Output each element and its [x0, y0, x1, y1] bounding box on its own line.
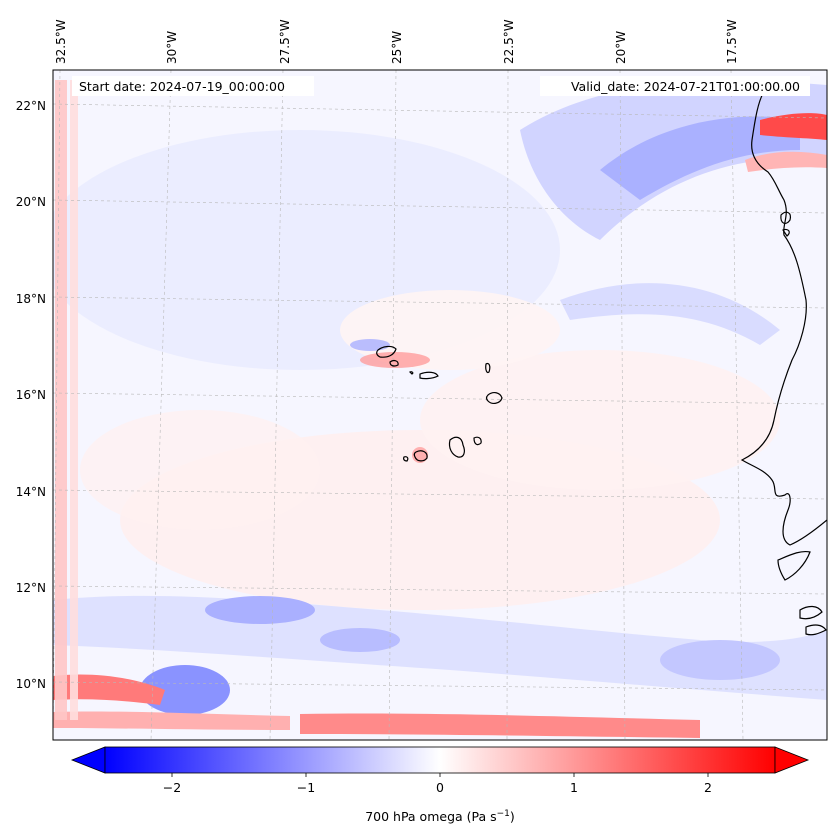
valid-date-label: Valid_date: 2024-07-21T01:00:00.00: [571, 79, 800, 94]
island-santiago: [448, 436, 465, 458]
colorbar-tick: 1: [570, 780, 578, 795]
lat-label: 14°N: [16, 485, 46, 499]
colorbar: −2 −1 0 1 2 700 hPa omega (Pa s−1): [70, 746, 810, 824]
colorbar-label-suffix: ): [510, 809, 515, 824]
colorbar-extend-high: [774, 746, 810, 774]
colorbar-label-exp: −1: [497, 809, 510, 819]
lon-label: 32.5°W: [54, 19, 68, 64]
colorbar-tick: 2: [704, 780, 712, 795]
graticule: [53, 70, 827, 740]
colorbar-label: 700 hPa omega (Pa s−1): [365, 809, 515, 824]
lon-label: 20°W: [614, 31, 628, 64]
colorbar-tick: −1: [297, 780, 315, 795]
island-sal: [485, 362, 491, 374]
lon-label: 27.5°W: [278, 19, 292, 64]
island-santo-antao: [376, 345, 397, 358]
start-date-label: Start date: 2024-07-19_00:00:00: [79, 79, 285, 94]
colorbar-tick: 0: [436, 780, 444, 795]
cape-verde-islands: [376, 345, 503, 462]
lon-label: 17.5°W: [725, 19, 739, 64]
island-sao-vicente: [389, 359, 399, 367]
longitude-labels: 32.5°W 30°W 27.5°W 25°W 22.5°W 20°W 17.5…: [54, 19, 739, 64]
omega-field: [53, 70, 827, 740]
africa-coastline: [740, 89, 827, 546]
lon-label: 25°W: [390, 31, 404, 64]
island-santa-luzia: [408, 371, 414, 375]
valid-date-box: [540, 76, 810, 96]
coastlines: [740, 89, 827, 636]
start-date-box: [72, 76, 314, 96]
island-sao-nicolau: [419, 371, 439, 380]
latitude-labels: 22°N 20°N 18°N 16°N 14°N 12°N 10°N: [16, 99, 46, 691]
lat-label: 18°N: [16, 292, 46, 306]
map-frame: [52, 69, 828, 741]
island-boa-vista: [485, 392, 503, 404]
lon-label: 22.5°W: [502, 19, 516, 64]
colorbar-gradient: [104, 746, 776, 774]
lat-label: 22°N: [16, 99, 46, 113]
colorbar-extend-low: [70, 746, 106, 774]
island-fogo: [413, 450, 428, 462]
lon-label: 30°W: [165, 31, 179, 64]
lat-label: 12°N: [16, 581, 46, 595]
colorbar-tick: −2: [163, 780, 181, 795]
lat-label: 20°N: [16, 195, 46, 209]
island-maio: [473, 436, 482, 446]
island-brava: [403, 456, 409, 462]
colorbar-label-prefix: 700 hPa omega (Pa s: [365, 809, 496, 824]
lat-label: 10°N: [16, 677, 46, 691]
lat-label: 16°N: [16, 388, 46, 402]
